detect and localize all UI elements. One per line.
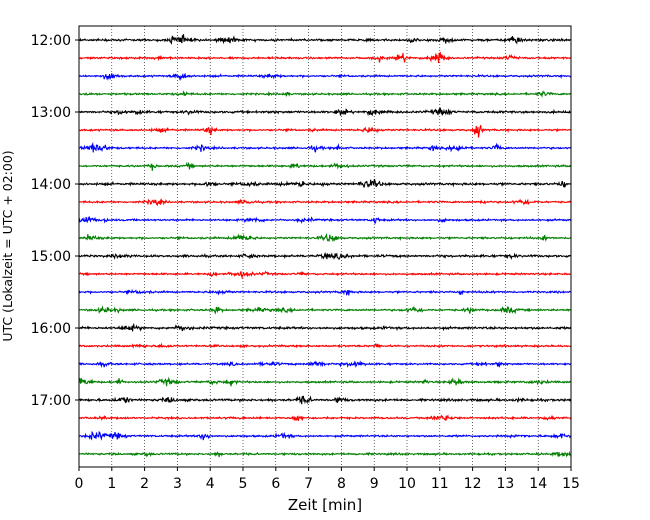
x-axis-ticks: 0 1 2 3 4 5 6 7 8 9 10 11 12 13 14 15 bbox=[75, 467, 580, 492]
x-tick-label: 8 bbox=[337, 476, 346, 492]
trace-1515 bbox=[78, 270, 572, 280]
x-tick-label: 6 bbox=[271, 476, 280, 492]
trace-1700 bbox=[78, 395, 572, 405]
x-tick-label: 7 bbox=[304, 476, 313, 492]
y-tick-label: 14:00 bbox=[31, 177, 71, 193]
x-tick-label: 11 bbox=[431, 476, 449, 492]
trace-1645 bbox=[78, 376, 572, 387]
y-tick-label: 15:00 bbox=[31, 249, 71, 265]
y-tick-label: 12:00 bbox=[31, 33, 71, 49]
trace-1245 bbox=[79, 90, 572, 98]
x-tick-label: 1 bbox=[107, 476, 116, 492]
y-axis-label: UTC (Lokalzeit = UTC + 02:00) bbox=[0, 150, 15, 341]
y-tick-label: 17:00 bbox=[31, 393, 71, 409]
y-tick-label: 16:00 bbox=[31, 321, 71, 337]
x-tick-label: 4 bbox=[206, 476, 215, 492]
trace-1615 bbox=[78, 342, 572, 350]
trace-1630 bbox=[78, 360, 572, 368]
x-tick-label: 10 bbox=[398, 476, 416, 492]
x-tick-label: 13 bbox=[496, 476, 514, 492]
x-tick-label: 15 bbox=[562, 476, 580, 492]
trace-1415 bbox=[78, 198, 572, 207]
trace-1530 bbox=[78, 288, 572, 296]
trace-1200 bbox=[78, 34, 572, 45]
trace-1315 bbox=[78, 125, 572, 138]
trace-1730 bbox=[78, 430, 572, 441]
trace-1445 bbox=[78, 232, 572, 243]
y-axis-ticks: 12:00 13:00 14:00 15:00 16:00 17:00 bbox=[31, 33, 79, 409]
x-tick-label: 2 bbox=[140, 476, 149, 492]
x-tick-label: 0 bbox=[75, 476, 84, 492]
trace-1330 bbox=[78, 141, 572, 153]
trace-1600 bbox=[78, 322, 572, 332]
trace-1745 bbox=[78, 450, 571, 458]
trace-1545 bbox=[78, 305, 572, 315]
trace-1215 bbox=[78, 51, 572, 64]
seismic-traces bbox=[78, 34, 572, 458]
x-tick-label: 14 bbox=[529, 476, 547, 492]
x-tick-label: 3 bbox=[173, 476, 182, 492]
y-tick-label: 13:00 bbox=[31, 105, 71, 121]
trace-1715 bbox=[78, 414, 572, 422]
plot-frame bbox=[78, 25, 572, 468]
trace-1400 bbox=[78, 178, 572, 189]
x-tick-label: 12 bbox=[464, 476, 482, 492]
x-axis-label: Zeit [min] bbox=[288, 496, 362, 514]
trace-1230 bbox=[78, 72, 572, 81]
x-tick-label: 9 bbox=[370, 476, 379, 492]
trace-1430 bbox=[78, 215, 572, 225]
trace-1345 bbox=[78, 161, 572, 171]
x-tick-label: 5 bbox=[239, 476, 248, 492]
trace-1500 bbox=[78, 251, 572, 261]
trace-1300 bbox=[78, 107, 571, 117]
